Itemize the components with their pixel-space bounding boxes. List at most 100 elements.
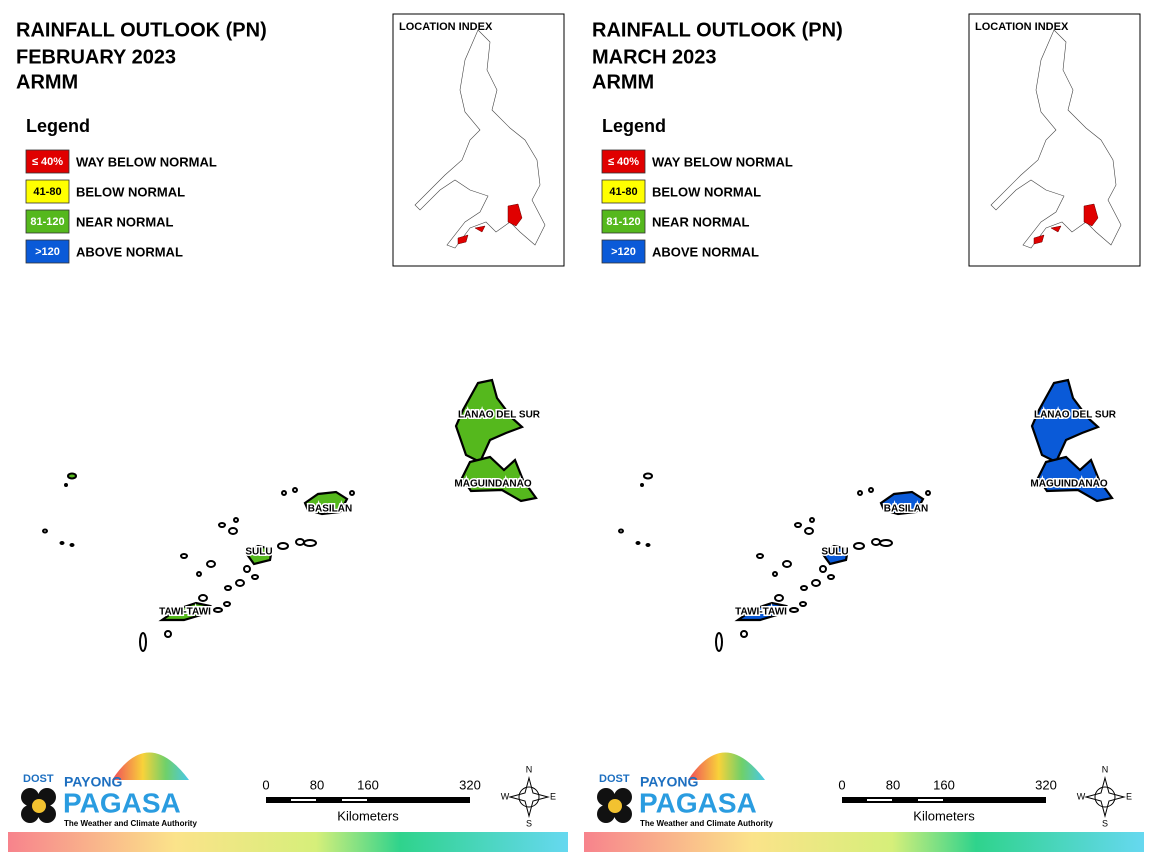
legend-title: Legend	[602, 116, 666, 136]
color-band	[8, 832, 568, 852]
islet	[871, 538, 881, 546]
compass-rose	[1084, 776, 1126, 818]
legend-key	[25, 149, 70, 174]
legend-key-text: 41-80	[33, 186, 61, 198]
region-label: SULU	[821, 547, 848, 558]
scale-tick: 0	[262, 777, 269, 792]
legend-key-text: ≤ 40%	[608, 156, 639, 168]
legend-key-text: ≤ 40%	[32, 156, 63, 168]
islet	[233, 517, 239, 523]
compass-letter: W	[501, 791, 510, 801]
islet	[180, 553, 188, 559]
scale-bar	[266, 797, 470, 803]
islet	[349, 490, 355, 496]
islet	[251, 574, 259, 580]
logo-payong: PAYONG	[640, 774, 698, 790]
legend-label: NEAR NORMAL	[76, 214, 174, 229]
title-line: RAINFALL OUTLOOK (PN)	[592, 19, 843, 41]
islet	[206, 560, 216, 568]
region-shape	[303, 490, 349, 516]
islet	[857, 490, 863, 496]
logo-payong: PAYONG	[64, 774, 122, 790]
islet	[64, 483, 68, 487]
philippines-outline	[990, 29, 1122, 249]
legend-label: NEAR NORMAL	[652, 214, 750, 229]
islet	[799, 601, 807, 607]
legend-key	[601, 239, 646, 264]
region-label: MAGUINDANAO	[1030, 479, 1107, 490]
islet	[69, 543, 75, 547]
islet	[819, 565, 827, 573]
region-label: BASILAN	[884, 504, 928, 515]
legend-key	[601, 179, 646, 204]
legend-title: Legend	[26, 116, 90, 136]
islet	[218, 522, 226, 528]
region-shape	[1030, 378, 1101, 464]
scale-unit: Kilometers	[913, 808, 975, 823]
legend-key-text: 41-80	[609, 186, 637, 198]
scale-tick: 0	[838, 777, 845, 792]
logo-pagasa: PAGASA	[639, 787, 757, 818]
armm-highlight	[457, 203, 523, 245]
islet	[756, 553, 764, 559]
islet	[295, 538, 305, 546]
title-line: ARMM	[592, 71, 654, 93]
location-index-title: LOCATION INDEX	[399, 21, 493, 33]
region-label: BASILAN	[308, 504, 352, 515]
islet	[228, 527, 238, 535]
region-shape	[734, 601, 788, 622]
scale-tick: 80	[886, 777, 900, 792]
islet	[164, 630, 172, 638]
islet	[853, 542, 865, 550]
legend-key	[601, 209, 646, 234]
legend-key	[25, 209, 70, 234]
region-shape	[820, 544, 850, 566]
logo-center	[608, 799, 622, 813]
islet	[827, 574, 835, 580]
title-line: FEBRUARY 2023	[16, 46, 176, 68]
islet	[715, 632, 723, 652]
region-shape	[879, 490, 925, 516]
scale-unit: Kilometers	[337, 808, 399, 823]
title-line: RAINFALL OUTLOOK (PN)	[16, 19, 267, 41]
logo-tagline: The Weather and Climate Authority	[640, 819, 773, 828]
islet	[809, 517, 815, 523]
compass-ring	[1094, 786, 1116, 808]
islet	[804, 527, 814, 535]
islet	[868, 487, 874, 493]
legend-key-text: 81-120	[30, 216, 64, 228]
islet	[811, 579, 821, 587]
legend-key	[25, 239, 70, 264]
legend-label: BELOW NORMAL	[76, 184, 185, 199]
compass-rose	[508, 776, 550, 818]
islet	[800, 585, 808, 591]
scale-tick: 80	[310, 777, 324, 792]
compass-ring	[518, 786, 540, 808]
scale-gap	[342, 799, 367, 801]
compass-letter: N	[526, 764, 533, 774]
islet	[879, 539, 893, 547]
islet	[235, 579, 245, 587]
islet	[59, 541, 65, 545]
islet	[782, 560, 792, 568]
legend-label: WAY BELOW NORMAL	[652, 154, 793, 169]
islet	[224, 585, 232, 591]
title-line: ARMM	[16, 71, 78, 93]
logo-umbrella	[688, 752, 765, 780]
islet	[618, 528, 624, 534]
islet	[292, 487, 298, 493]
compass-letter: E	[550, 791, 556, 801]
islet	[645, 543, 651, 547]
islet	[213, 607, 223, 613]
islet	[303, 539, 317, 547]
legend-key-text: 81-120	[606, 216, 640, 228]
islet	[223, 601, 231, 607]
islet	[794, 522, 802, 528]
compass-letter: E	[1126, 791, 1132, 801]
islet	[643, 472, 653, 480]
philippines-outline	[414, 29, 546, 249]
location-index-title: LOCATION INDEX	[975, 21, 1069, 33]
legend-key	[25, 179, 70, 204]
legend-label: WAY BELOW NORMAL	[76, 154, 217, 169]
compass-letter: W	[1077, 791, 1086, 801]
